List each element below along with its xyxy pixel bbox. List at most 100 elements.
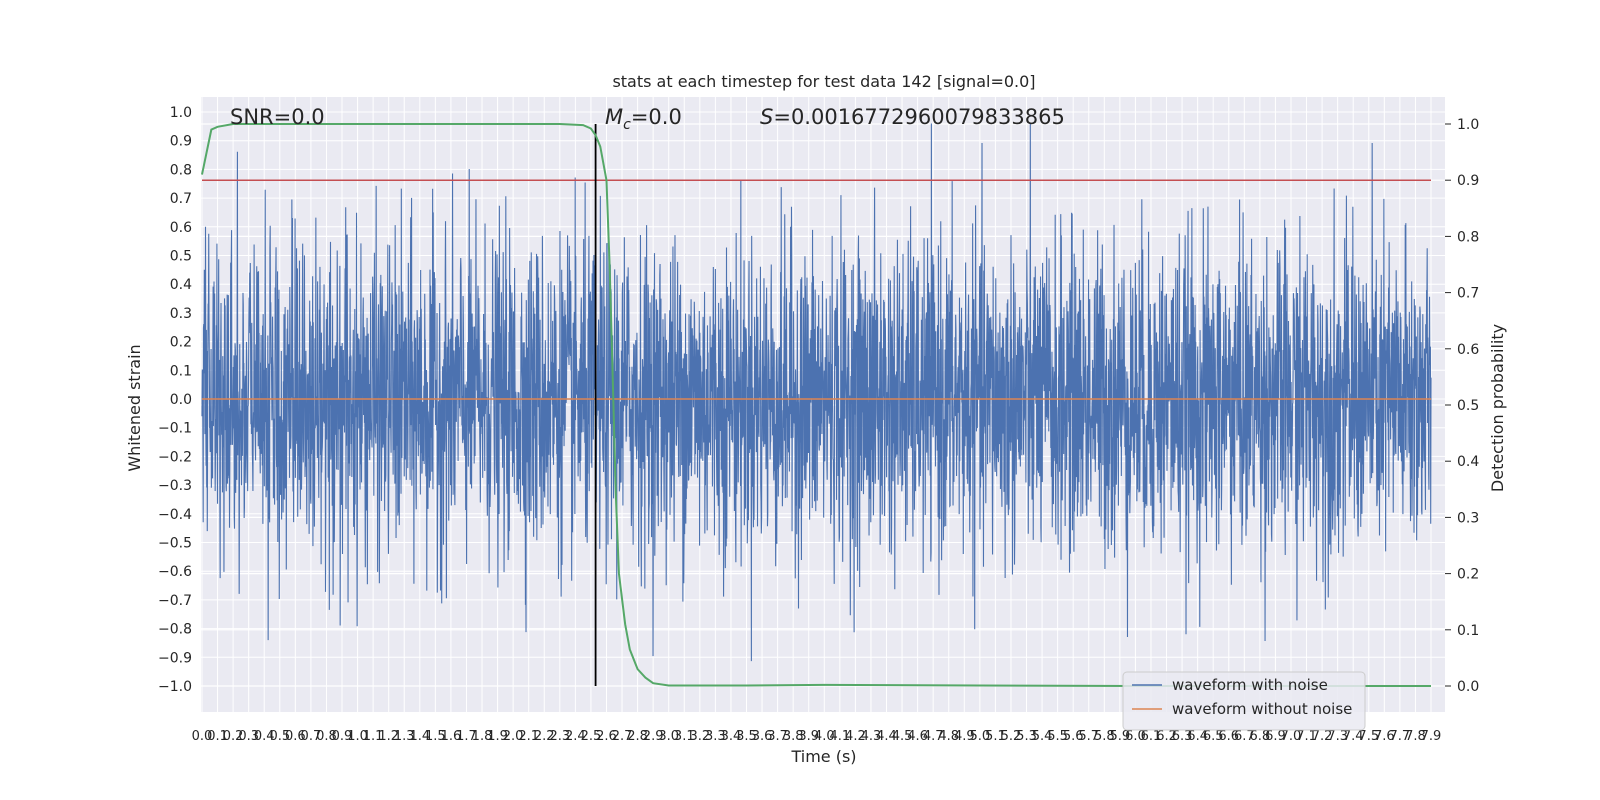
- x-tick-label: 6.1: [1141, 729, 1162, 744]
- x-tick-label: 5.5: [1047, 729, 1068, 744]
- x-tick-label: 3.6: [752, 729, 773, 744]
- series-detection-probability: [201, 123, 1431, 687]
- x-tick-label: 1.3: [394, 729, 415, 744]
- y-left-tick-label: 0.8: [170, 162, 192, 178]
- mc-subscript: c: [623, 117, 631, 133]
- x-tick-label: 4.9: [954, 729, 975, 744]
- x-tick-label: 3.5: [736, 729, 757, 744]
- x-tick-label: 0.5: [269, 729, 290, 744]
- y-left-tick-label: −1.0: [158, 679, 192, 695]
- x-tick-label: 6.2: [1156, 729, 1177, 744]
- x-tick-label: 2.7: [612, 729, 633, 744]
- x-tick-label: 0.1: [207, 729, 228, 744]
- y-left-tick-label: 0.9: [170, 134, 192, 150]
- y-right-tick-label: 0.1: [1457, 623, 1479, 639]
- y-left-tick-label: 0.4: [170, 277, 192, 293]
- x-tick-label: 3.8: [783, 729, 804, 744]
- y-left-tick-label: −0.9: [158, 650, 192, 666]
- x-tick-label: 2.6: [596, 729, 617, 744]
- x-tick-label: 6.4: [1187, 729, 1208, 744]
- y-right-tick-label: 0.5: [1457, 398, 1479, 414]
- x-tick-label: 7.4: [1343, 729, 1364, 744]
- legend-label-clean: waveform without noise: [1172, 700, 1352, 718]
- x-tick-label: 3.1: [674, 729, 695, 744]
- y-left-tick-label: 0.0: [170, 392, 192, 408]
- y-right-tick-label: 0.9: [1457, 173, 1479, 189]
- x-tick-label: 7.8: [1405, 729, 1426, 744]
- x-tick-label: 0.3: [238, 729, 259, 744]
- x-tick-label: 1.8: [472, 729, 493, 744]
- x-tick-label: 1.5: [425, 729, 446, 744]
- x-tick-label: 0.9: [332, 729, 353, 744]
- x-tick-label: 6.8: [1250, 729, 1271, 744]
- mc-symbol: M: [605, 105, 623, 129]
- x-tick-label: 2.9: [643, 729, 664, 744]
- x-tick-label: 5.6: [1063, 729, 1084, 744]
- x-tick-label: 7.0: [1281, 729, 1302, 744]
- y-right-tick-label: 0.7: [1457, 286, 1479, 302]
- y-right-tick-label: 1.0: [1457, 117, 1479, 133]
- y-left-tick-label: −0.3: [158, 478, 192, 494]
- x-tick-label: 3.0: [658, 729, 679, 744]
- x-tick-label: 3.4: [721, 729, 742, 744]
- x-tick-label: 4.5: [892, 729, 913, 744]
- x-tick-label: 0.4: [254, 729, 275, 744]
- x-tick-label: 0.6: [285, 729, 306, 744]
- x-tick-label: 3.9: [798, 729, 819, 744]
- y-right-tick-label: 0.3: [1457, 510, 1479, 526]
- x-tick-label: 2.5: [581, 729, 602, 744]
- y-left-tick-label: −0.4: [158, 507, 192, 523]
- x-tick-label: 5.2: [1001, 729, 1022, 744]
- x-tick-label: 2.0: [503, 729, 524, 744]
- x-tick-label: 4.0: [814, 729, 835, 744]
- x-tick-label: 1.1: [363, 729, 384, 744]
- x-tick-label: 6.6: [1218, 729, 1239, 744]
- x-tick-label: 1.9: [487, 729, 508, 744]
- x-tick-label: 7.5: [1358, 729, 1379, 744]
- x-tick-label: 2.4: [565, 729, 586, 744]
- x-tick-label: 4.3: [861, 729, 882, 744]
- y-right-tick-label: 0.6: [1457, 342, 1479, 358]
- x-tick-label: 5.1: [985, 729, 1006, 744]
- x-tick-label: 6.7: [1234, 729, 1255, 744]
- y-left-tick-label: −0.6: [158, 564, 192, 580]
- x-tick-label: 5.9: [1110, 729, 1131, 744]
- x-tick-label: 0.8: [316, 729, 337, 744]
- x-tick-label: 1.4: [409, 729, 430, 744]
- x-tick-label: 1.7: [456, 729, 477, 744]
- legend: waveform with noise waveform without noi…: [1122, 671, 1366, 731]
- x-tick-label: 6.5: [1203, 729, 1224, 744]
- y-axis-right-ticks: 1.0 0.9 0.8 0.7 0.6 0.5 0.4 0.3 0.2 0.1 0.0: [1445, 117, 1479, 695]
- x-tick-label: 2.2: [534, 729, 555, 744]
- y-left-tick-label: 0.1: [170, 363, 192, 379]
- series-waveform-with-noise: [201, 123, 1432, 662]
- x-tick-label: 2.3: [549, 729, 570, 744]
- x-tick-label: 6.0: [1125, 729, 1146, 744]
- chart-title: stats at each timestep for test data 142…: [612, 72, 1035, 91]
- x-tick-label: 1.0: [347, 729, 368, 744]
- y-axis-right-label: Detection probability: [1488, 324, 1507, 492]
- x-tick-label: 4.2: [845, 729, 866, 744]
- y-right-tick-label: 0.0: [1457, 679, 1479, 695]
- x-tick-label: 5.7: [1078, 729, 1099, 744]
- x-tick-label: 3.2: [689, 729, 710, 744]
- x-tick-label: 4.7: [923, 729, 944, 744]
- y-left-tick-label: −0.7: [158, 593, 192, 609]
- noise-trace: [201, 123, 1432, 662]
- mc-annotation: Mc=0.0: [605, 105, 682, 133]
- x-tick-label: 0.2: [223, 729, 244, 744]
- y-right-tick-label: 0.8: [1457, 229, 1479, 245]
- y-left-tick-label: −0.5: [158, 536, 192, 552]
- snr-annotation: SNR=0.0: [230, 105, 325, 129]
- x-tick-label: 4.8: [938, 729, 959, 744]
- y-left-tick-label: 0.2: [170, 335, 192, 351]
- y-left-tick-label: 0.3: [170, 306, 192, 322]
- x-tick-label: 1.2: [378, 729, 399, 744]
- x-tick-label: 7.6: [1374, 729, 1395, 744]
- x-tick-label: 5.0: [970, 729, 991, 744]
- x-tick-label: 5.3: [1016, 729, 1037, 744]
- s-symbol: S: [760, 105, 773, 129]
- x-tick-label: 6.9: [1265, 729, 1286, 744]
- x-tick-label: 3.7: [767, 729, 788, 744]
